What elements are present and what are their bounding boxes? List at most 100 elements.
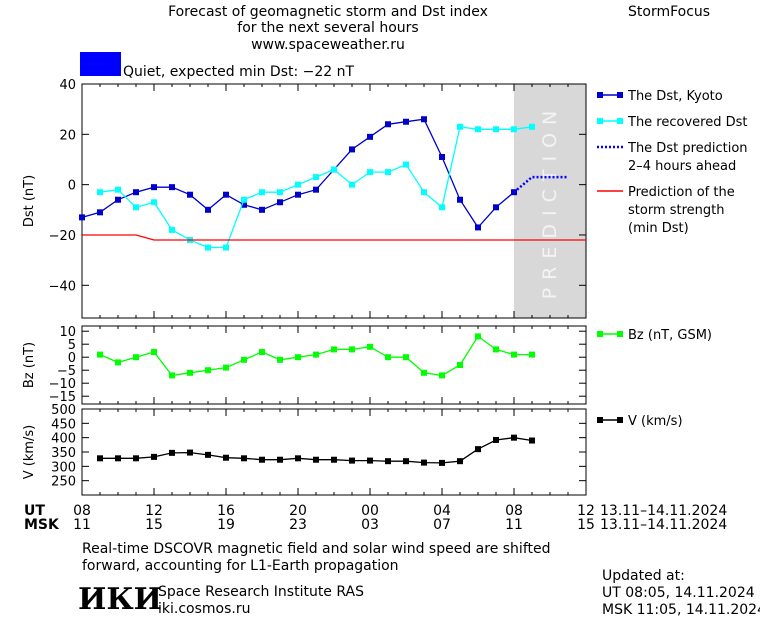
series-bz-nt-gsm-point xyxy=(223,364,229,371)
iki-logo: ИКИ xyxy=(78,582,162,617)
status-color-swatch xyxy=(80,52,121,76)
series-the-dst-kyoto-point xyxy=(223,191,229,198)
series-bz-nt-gsm-point xyxy=(493,346,499,353)
series-v-km-s-point xyxy=(133,455,139,462)
legend-the-recovered-dst-marker xyxy=(597,118,603,124)
series-v-km-s-point xyxy=(403,458,409,465)
series-v-km-s-point xyxy=(151,453,157,460)
dst-ytick-label: 20 xyxy=(59,128,76,143)
prediction-band xyxy=(514,84,586,318)
series-the-recovered-dst-point xyxy=(367,169,373,176)
series-the-dst-kyoto-point xyxy=(349,146,355,153)
note-line-2: forward, accounting for L1-Earth propaga… xyxy=(82,558,399,574)
series-bz-nt-gsm-point xyxy=(313,351,319,358)
ut-tick-label: 04 xyxy=(433,503,451,519)
series-bz-nt-gsm-point xyxy=(241,356,247,363)
series-v-km-s-point xyxy=(457,458,463,465)
series-bz-nt-gsm-point xyxy=(277,356,283,363)
updated-ut: UT 08:05, 14.11.2024 xyxy=(602,585,755,601)
legend-the-recovered-dst-marker xyxy=(617,118,623,124)
series-the-dst-kyoto-point xyxy=(151,184,157,191)
site-url[interactable]: www.spaceweather.ru xyxy=(251,37,405,53)
series-the-recovered-dst-point xyxy=(241,196,247,203)
series-v-km-s-point xyxy=(493,436,499,443)
series-bz-nt-gsm-point xyxy=(97,351,103,358)
legend-prediction-of-the-label: (min Dst) xyxy=(628,221,689,236)
series-the-recovered-dst-point xyxy=(439,204,445,211)
series-the-dst-kyoto-point xyxy=(241,201,247,208)
ut-tick-label: 08 xyxy=(73,503,91,519)
msk-tick-label: 03 xyxy=(361,517,379,533)
series-bz-nt-gsm-point xyxy=(349,346,355,353)
msk-tick-label: 11 xyxy=(505,517,523,533)
msk-tick-label: 11 xyxy=(73,517,91,533)
series-the-dst-prediction-line xyxy=(513,175,568,194)
series-the-recovered-dst-point xyxy=(151,199,157,206)
title-line-1: Forecast of geomagnetic storm and Dst in… xyxy=(168,4,488,20)
series-bz-nt-gsm-point xyxy=(475,333,481,340)
series-the-dst-kyoto-point xyxy=(493,204,499,211)
legend-the-dst-prediction-label: The Dst prediction xyxy=(627,141,748,156)
series-bz-nt-gsm-point xyxy=(367,343,373,350)
series-v-km-s-point xyxy=(475,446,481,453)
series-the-dst-kyoto-point xyxy=(133,189,139,196)
bz-ytick-label: −15 xyxy=(49,390,76,405)
series-the-recovered-dst-point xyxy=(349,181,355,188)
series-v-km-s-point xyxy=(97,455,103,462)
series-bz-nt-gsm-point xyxy=(421,369,427,376)
series-the-dst-kyoto-point xyxy=(187,191,193,198)
dst-ytick-label: 40 xyxy=(59,78,76,93)
series-the-dst-kyoto-point xyxy=(457,196,463,203)
v-ytick-label: 500 xyxy=(51,403,76,418)
series-bz-nt-gsm-point xyxy=(331,346,337,353)
series-bz-nt-gsm-point xyxy=(295,354,301,361)
dst-ylabel: Dst (nT) xyxy=(22,175,37,227)
series-bz-nt-gsm-point xyxy=(133,354,139,361)
series-the-dst-kyoto-point xyxy=(313,186,319,193)
series-the-recovered-dst-point xyxy=(475,126,481,133)
bz-ylabel: Bz (nT) xyxy=(22,342,37,388)
series-the-recovered-dst-point xyxy=(133,204,139,211)
series-v-km-s-point xyxy=(115,455,121,462)
series-v-km-s-point xyxy=(349,457,355,464)
v-ytick-label: 400 xyxy=(51,432,76,447)
series-bz-nt-gsm-point xyxy=(169,372,175,379)
series-v-km-s-point xyxy=(331,456,337,463)
series-v-km-s-point xyxy=(223,454,229,461)
series-the-recovered-dst-point xyxy=(295,181,301,188)
series-the-recovered-dst-point xyxy=(115,186,121,193)
series-the-recovered-dst-point xyxy=(493,126,499,133)
series-bz-nt-gsm-point xyxy=(259,349,265,355)
series-the-recovered-dst-point xyxy=(97,189,103,196)
updated-msk: MSK 11:05, 14.11.2024 xyxy=(602,602,760,618)
legend-v-km-s-marker xyxy=(597,417,603,423)
series-the-dst-kyoto-point xyxy=(277,199,283,206)
series-the-dst-kyoto-point xyxy=(421,116,427,123)
v-ytick-label: 350 xyxy=(51,446,76,461)
series-bz-nt-gsm-point xyxy=(115,359,121,366)
ut-tick-label: 12 xyxy=(577,503,595,519)
series-v-km-s-point xyxy=(259,456,265,463)
series-the-recovered-dst-point xyxy=(259,189,265,196)
series-the-dst-kyoto-point xyxy=(259,206,265,213)
series-bz-nt-gsm-point xyxy=(439,372,445,379)
series-the-recovered-dst-point xyxy=(511,126,517,133)
series-v-km-s-point xyxy=(295,455,301,462)
series-the-recovered-dst-point xyxy=(313,174,319,181)
dst-ytick-label: −40 xyxy=(49,279,76,294)
series-the-recovered-dst-point xyxy=(529,123,535,130)
msk-tick-label: 07 xyxy=(433,517,451,533)
v-ytick-label: 250 xyxy=(51,475,76,490)
series-the-recovered-dst-point xyxy=(457,123,463,130)
legend-bz-nt-gsm-marker xyxy=(617,331,623,337)
msk-tick-label: 15 xyxy=(145,517,163,533)
legend-the-dst-kyoto-label: The Dst, Kyoto xyxy=(627,89,723,104)
legend-prediction-of-the-label: storm strength xyxy=(628,203,725,218)
institute-url[interactable]: iki.cosmos.ru xyxy=(158,601,251,617)
ut-tick-label: 00 xyxy=(361,503,379,519)
legend-prediction-of-the-label: Prediction of the xyxy=(628,185,735,200)
ut-tick-label: 08 xyxy=(505,503,523,519)
series-the-dst-kyoto-point xyxy=(169,184,175,191)
legend-the-dst-kyoto-marker xyxy=(617,92,623,98)
status-text: Quiet, expected min Dst: −22 nT xyxy=(123,64,355,80)
